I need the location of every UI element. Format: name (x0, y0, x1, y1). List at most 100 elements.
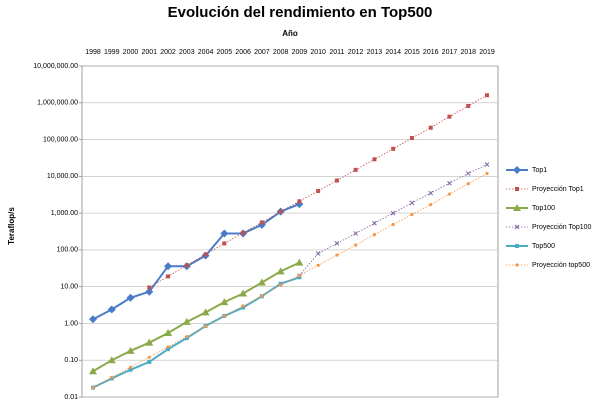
data-point (182, 317, 191, 325)
data-point (297, 273, 301, 278)
x-tick-label: 2014 (385, 49, 401, 56)
data-point (447, 192, 452, 196)
data-point (107, 356, 116, 364)
data-point (409, 136, 414, 141)
data-point (278, 209, 283, 214)
y-tick-label: 0.10 (64, 357, 78, 364)
data-point (222, 314, 226, 318)
data-point (241, 230, 246, 235)
x-axis-label: Año (282, 29, 298, 38)
data-point (128, 365, 133, 369)
legend-marker (515, 263, 519, 267)
data-point (279, 283, 283, 287)
data-point (372, 220, 377, 226)
data-point (184, 263, 189, 268)
data-point (147, 359, 152, 364)
data-point (316, 263, 320, 267)
data-point (91, 386, 95, 390)
data-point (126, 346, 135, 354)
x-tick-label: 2015 (404, 49, 420, 56)
data-point (315, 251, 321, 256)
x-tick-label: 2017 (442, 49, 458, 56)
data-point (147, 285, 152, 290)
x-tick-label: 2006 (235, 49, 251, 56)
legend-label: Top1 (532, 167, 547, 174)
data-point (354, 243, 358, 247)
series-line (299, 164, 488, 276)
data-point (145, 287, 154, 296)
x-tick-label: 2019 (479, 49, 495, 56)
data-point (353, 167, 358, 172)
data-point (276, 267, 285, 275)
data-point (185, 334, 189, 339)
data-point (391, 146, 396, 151)
data-point (466, 182, 470, 186)
data-point (447, 114, 452, 119)
data-point (391, 222, 395, 227)
legend-marker (515, 187, 519, 191)
data-point (89, 367, 97, 375)
y-tick-label: 10.00 (60, 284, 78, 291)
data-point (316, 188, 321, 193)
data-point (257, 278, 266, 286)
data-point (410, 212, 414, 217)
series-line (92, 203, 300, 321)
data-point (465, 171, 471, 176)
data-point (166, 347, 171, 352)
data-point (107, 305, 116, 314)
data-point (334, 241, 340, 246)
legend-marker (513, 166, 521, 174)
y-tick-label: 1,000.00 (51, 210, 78, 217)
data-point (166, 274, 171, 279)
data-point (128, 367, 133, 372)
x-tick-label: 2007 (254, 49, 270, 56)
data-point (259, 220, 264, 225)
legend-label: Proyección top500 (532, 262, 590, 269)
chart-title: Evolución del rendimiento en Top500 (168, 4, 433, 21)
y-tick-label: 100.00 (57, 247, 79, 254)
data-point (222, 241, 227, 246)
data-point (220, 229, 229, 238)
data-point (203, 324, 208, 329)
x-tick-label: 2012 (348, 49, 364, 56)
data-point (164, 262, 173, 271)
data-point (241, 305, 246, 310)
data-point (145, 338, 154, 346)
data-point (166, 345, 170, 349)
y-tick-label: 10,000,000.00 (33, 63, 78, 70)
legend-marker (513, 204, 521, 211)
x-tick-label: 2001 (141, 49, 157, 56)
legend-marker (514, 224, 520, 230)
y-tick-label: 100,000.00 (43, 136, 78, 143)
x-tick-label: 1998 (85, 49, 101, 56)
y-tick-label: 0.01 (64, 394, 78, 401)
x-tick-label: 2005 (217, 49, 233, 56)
y-tick-label: 1,000,000.00 (37, 100, 78, 107)
x-tick-label: 2016 (423, 49, 439, 56)
legend-label: Proyección Top100 (532, 224, 592, 231)
x-tick-label: 2004 (198, 49, 214, 56)
x-tick-label: 2000 (123, 49, 139, 56)
y-tick-label: 1.00 (64, 320, 78, 327)
data-point (485, 93, 489, 98)
x-tick-label: 2010 (310, 49, 326, 56)
x-tick-label: 1999 (104, 49, 120, 56)
data-point (428, 190, 434, 196)
data-point (335, 253, 339, 257)
data-point (447, 180, 452, 186)
x-tick-label: 2013 (367, 49, 383, 56)
data-point (372, 157, 377, 162)
data-point (147, 355, 151, 359)
data-point (295, 258, 304, 266)
data-point (429, 203, 433, 207)
series-line (92, 276, 300, 389)
data-point (372, 233, 377, 237)
legend-marker (515, 244, 519, 248)
data-point (484, 162, 490, 167)
data-point (126, 293, 135, 302)
data-point (485, 171, 489, 176)
data-point (110, 375, 114, 380)
x-tick-label: 2009 (292, 49, 308, 56)
